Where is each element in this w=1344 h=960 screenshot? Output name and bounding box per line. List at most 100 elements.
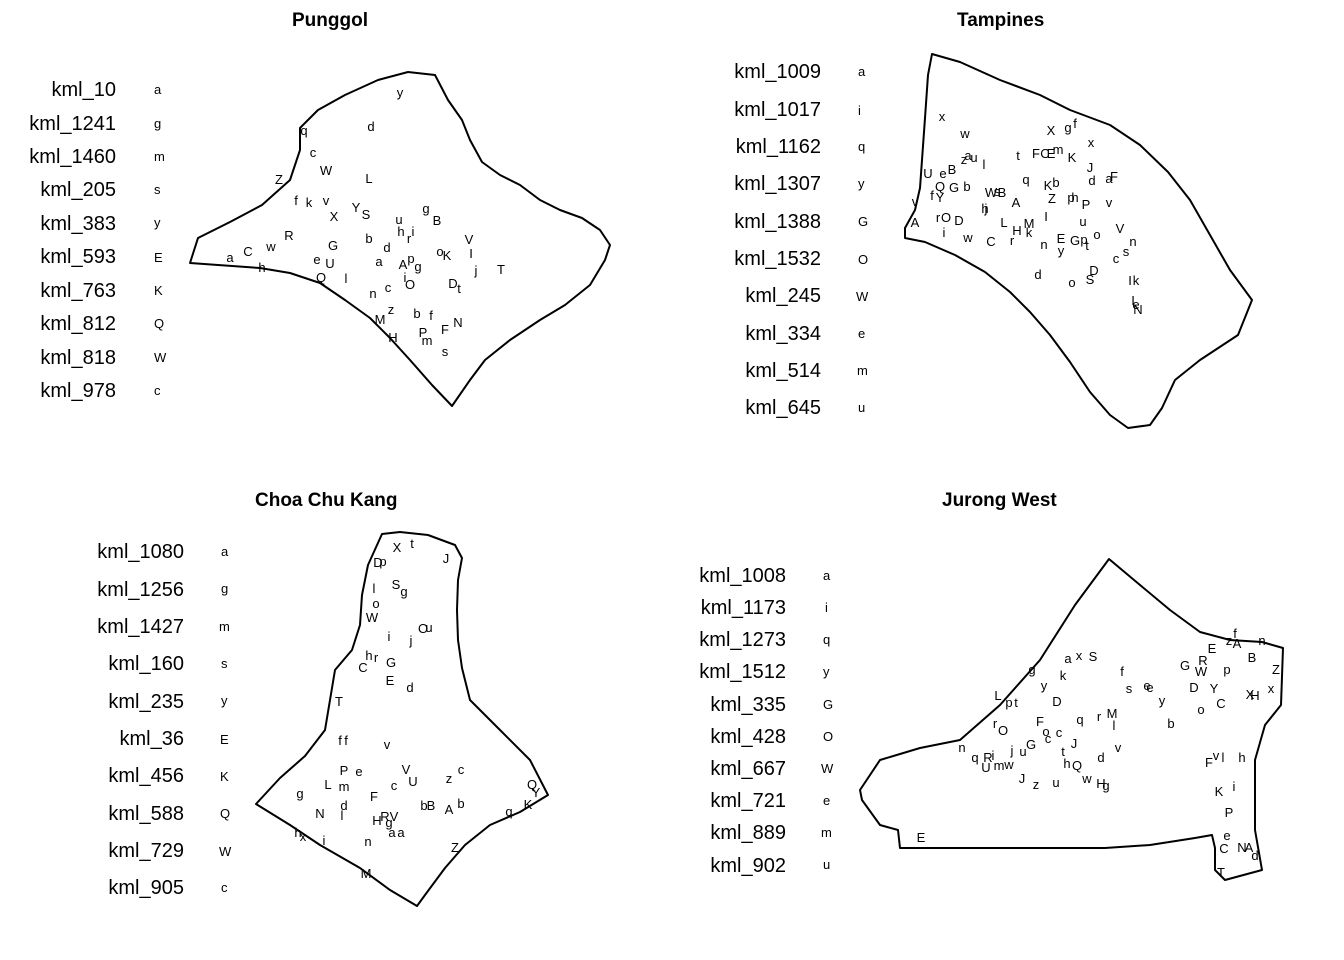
- map-point-label: Y: [1210, 681, 1219, 696]
- legend-name: kml_593: [40, 246, 116, 268]
- legend-name: kml_1241: [29, 113, 116, 135]
- legend-name: kml_721: [710, 790, 786, 812]
- map-point-label: B: [1248, 650, 1257, 665]
- legend-code: G: [858, 214, 869, 229]
- map-point-label: f: [338, 733, 342, 748]
- map-point-label: l: [1113, 718, 1116, 733]
- map-point-label: w: [959, 126, 970, 141]
- map-point-label: f: [1233, 626, 1237, 641]
- map-point-label: N: [1133, 302, 1142, 317]
- map-point-label: c: [458, 762, 465, 777]
- map-point-label: A: [399, 257, 408, 272]
- map-point-label: Z: [451, 840, 459, 855]
- map-point-label: Q: [1072, 758, 1082, 773]
- map-point-label: h: [365, 648, 372, 663]
- map-boundary-punggol: [189, 71, 611, 407]
- map-point-label: f: [294, 193, 298, 208]
- map-point-label: G: [1070, 233, 1080, 248]
- legend-code: i: [858, 103, 861, 118]
- map-point-label: h: [1063, 756, 1070, 771]
- map-point-label: q: [1076, 712, 1083, 727]
- map-point-label: Q: [527, 777, 537, 792]
- map-point-label: V: [1116, 221, 1125, 236]
- map-point-label: R: [1198, 653, 1207, 668]
- map-point-label: q: [300, 123, 307, 138]
- map-point-label: F: [1110, 169, 1118, 184]
- map-point-label: b: [365, 231, 372, 246]
- map-point-label: g: [422, 201, 429, 216]
- map-point-label: c: [310, 145, 317, 160]
- map-point-label: i: [412, 224, 415, 239]
- map-point-label: Q: [316, 270, 326, 285]
- map-point-label: U: [325, 256, 334, 271]
- map-point-label: X: [393, 540, 402, 555]
- legend-code: c: [221, 880, 228, 895]
- map-point-label: c: [1113, 251, 1120, 266]
- map-point-label: x: [1088, 135, 1095, 150]
- legend-name: kml_514: [745, 360, 821, 382]
- map-point-label: T: [335, 694, 343, 709]
- map-point-label: A: [1245, 840, 1254, 855]
- map-point-label: W: [1195, 664, 1208, 679]
- map-point-label: b: [420, 798, 427, 813]
- map-point-label: C: [358, 660, 367, 675]
- map-point-label: z: [446, 771, 453, 786]
- legend-name: kml_1256: [97, 579, 184, 601]
- map-point-label: K: [443, 248, 452, 263]
- map-point-label: B: [427, 798, 436, 813]
- legend-name: kml_1512: [699, 661, 786, 683]
- legend-name: kml_667: [710, 758, 786, 780]
- map-point-label: Y: [936, 190, 945, 205]
- map-point-label: J: [443, 551, 450, 566]
- map-point-label: n: [364, 834, 371, 849]
- map-point-label: f: [429, 308, 433, 323]
- map-point-label: m: [339, 779, 350, 794]
- legend-name: kml_1307: [734, 173, 821, 195]
- map-point-label: i: [404, 270, 407, 285]
- map-point-label: N: [1237, 840, 1246, 855]
- legend-name: kml_1273: [699, 629, 786, 651]
- map-point-label: N: [453, 315, 462, 330]
- map-point-label: e: [1146, 680, 1153, 695]
- map-point-label: l: [983, 157, 986, 172]
- map-point-label: s: [1123, 244, 1130, 259]
- map-point-label: B: [433, 213, 442, 228]
- legend-code: c: [154, 383, 161, 398]
- map-point-label: c: [385, 280, 392, 295]
- map-point-label: m: [422, 333, 433, 348]
- map-point-label: G: [328, 238, 338, 253]
- map-point-label: h: [258, 260, 265, 275]
- map-point-label: i: [323, 833, 326, 848]
- map-point-label: t: [1016, 148, 1020, 163]
- map-point-label: i: [943, 225, 946, 240]
- legend-code: a: [221, 544, 229, 559]
- map-point-label: D: [954, 213, 963, 228]
- map-point-label: m: [1053, 142, 1064, 157]
- map-title-choa-chu-kang: Choa Chu Kang: [255, 490, 398, 511]
- legend-name: kml_36: [119, 728, 184, 750]
- map-point-label: g: [400, 584, 407, 599]
- map-point-label: u: [1019, 744, 1026, 759]
- map-point-label: O: [941, 210, 951, 225]
- map-point-label: C: [1040, 146, 1049, 161]
- map-point-label: D: [1189, 680, 1198, 695]
- map-point-label: F: [1032, 146, 1040, 161]
- map-point-label: g: [385, 815, 392, 830]
- map-point-label: y: [397, 85, 404, 100]
- map-point-label: K: [1068, 150, 1077, 165]
- map-point-label: Q: [935, 179, 945, 194]
- map-boundary-tampines: [904, 53, 1253, 429]
- legend-name: kml_245: [745, 285, 821, 307]
- map-point-label: W: [320, 163, 333, 178]
- map-point-label: S: [1089, 649, 1098, 664]
- legend-code: m: [154, 149, 165, 164]
- map-point-label: n: [1040, 237, 1047, 252]
- legend-name: kml_1427: [97, 616, 184, 638]
- map-point-label: S: [1086, 272, 1095, 287]
- map-point-label: k: [1060, 668, 1067, 683]
- map-point-label: W: [366, 610, 379, 625]
- legend-code: O: [823, 729, 834, 744]
- map-point-label: X: [330, 209, 339, 224]
- map-point-label: g: [414, 259, 421, 274]
